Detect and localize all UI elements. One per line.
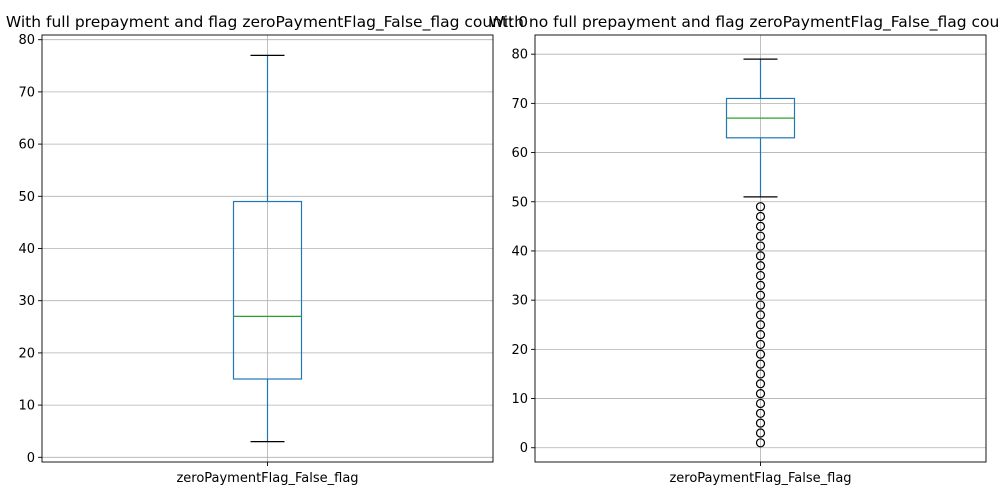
- outlier-point: [755, 398, 766, 409]
- y-tick-label: 0: [520, 441, 528, 456]
- outlier-point: [755, 329, 766, 340]
- outlier-point: [755, 389, 766, 399]
- outlier-point: [755, 221, 766, 231]
- outlier-point: [755, 241, 766, 251]
- y-tick-label: 40: [511, 244, 528, 259]
- chart-panel-1: 0 10 20 30 40 50 60 70 80 zeroPaymentFlag_False_f…: [6, 13, 528, 486]
- y-tick-label: 10: [18, 399, 35, 414]
- outlier-point: [755, 290, 766, 300]
- outlier-point: [755, 251, 766, 261]
- chart-panel-2: 0 10 20 30 40 50 60 70 80 zeroPaymentFlag_False_f…: [489, 13, 1000, 486]
- iqr-box: [232, 200, 303, 380]
- chart-title: With full prepayment and flag zeroPaymen…: [6, 13, 528, 32]
- outlier-point: [755, 231, 766, 241]
- y-tick-label: 80: [511, 48, 528, 63]
- y-tick-label: 0: [27, 451, 35, 466]
- outlier-point: [755, 379, 766, 389]
- y-tick-label: 30: [511, 294, 528, 309]
- outlier-point: [755, 202, 766, 212]
- y-tick-label: 40: [18, 242, 35, 257]
- outlier-point: [755, 369, 766, 379]
- y-tick-label: 50: [18, 190, 35, 205]
- y-tick-label: 20: [511, 343, 528, 358]
- chart-title: With no full prepayment and flag zeroPay…: [489, 13, 1000, 32]
- y-tick-label: 30: [18, 294, 35, 309]
- outlier-point: [755, 339, 766, 350]
- outlier-point: [755, 261, 766, 271]
- y-tick-label: 10: [511, 392, 528, 407]
- outlier-point: [755, 438, 766, 448]
- x-tick-label: zeroPaymentFlag_False_flag: [669, 471, 851, 486]
- outlier-point: [755, 310, 766, 320]
- y-tick-label: 50: [511, 195, 528, 210]
- outlier-point: [755, 320, 766, 330]
- outlier-point: [755, 280, 766, 290]
- outlier-point: [755, 349, 766, 359]
- outlier-point: [755, 428, 766, 438]
- outlier-point: [755, 359, 766, 369]
- y-tick-label: 60: [18, 138, 35, 153]
- y-tick-label: 80: [18, 33, 35, 48]
- y-tick-label: 70: [18, 85, 35, 100]
- y-tick-label: 60: [511, 146, 528, 161]
- outlier-point: [755, 270, 766, 281]
- outlier-point: [755, 408, 766, 418]
- y-tick-label: 20: [18, 346, 35, 361]
- outlier-point: [755, 211, 766, 222]
- x-tick-label: zeroPaymentFlag_False_flag: [176, 471, 358, 486]
- outlier-point: [755, 418, 766, 428]
- outlier-point: [755, 300, 766, 310]
- y-tick-label: 70: [511, 97, 528, 112]
